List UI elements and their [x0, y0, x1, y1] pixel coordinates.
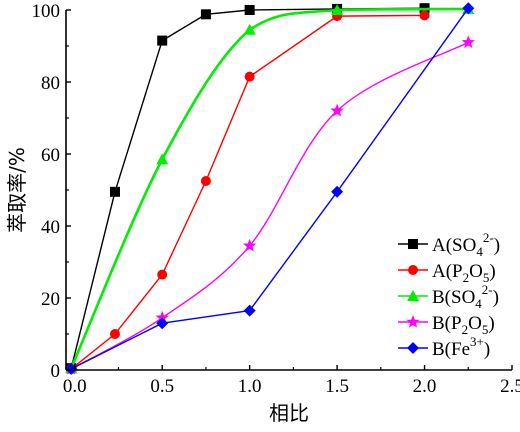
y-tick-label: 20 — [41, 289, 60, 310]
data-point — [156, 317, 169, 330]
legend-marker — [408, 265, 418, 275]
y-tick-label: 80 — [41, 73, 60, 94]
series-4 — [65, 2, 475, 375]
legend-text-main: A(SO — [432, 235, 476, 256]
legend-superscript: 2- — [483, 230, 494, 245]
legend-text-main: A(P — [432, 261, 463, 282]
series-1 — [66, 10, 430, 374]
legend-marker — [406, 315, 420, 328]
y-tick-label: 100 — [32, 1, 61, 22]
y-axis-title: 萃取率/% — [5, 147, 29, 233]
y-tick-label: 40 — [41, 217, 60, 238]
series-line — [70, 14, 425, 370]
legend: A(SO42-)A(P2O5)B(SO42-)B(P2O5)B(Fe3+) — [398, 230, 500, 360]
legend-subscript: 5 — [482, 322, 489, 337]
series-layer — [64, 2, 475, 375]
legend-text-mid: O — [468, 313, 482, 334]
legend-entry: B(SO42-) — [398, 282, 499, 311]
legend-text-main: B(Fe — [432, 339, 470, 360]
data-point — [461, 35, 475, 49]
data-point — [109, 329, 120, 339]
legend-label: B(Fe3+) — [432, 334, 490, 360]
series-line — [70, 41, 469, 370]
legend-entry: A(P2O5) — [398, 261, 496, 285]
legend-text-tail: ) — [484, 339, 490, 360]
legend-entry: A(SO42-) — [398, 230, 500, 259]
legend-marker — [407, 342, 419, 354]
x-tick-label: 2.5 — [500, 376, 520, 397]
legend-label: A(SO42-) — [432, 230, 500, 259]
legend-text-mid: O — [469, 261, 483, 282]
data-point — [157, 35, 168, 46]
data-point — [462, 2, 475, 15]
legend-superscript: 3+ — [470, 334, 484, 349]
legend-marker — [407, 290, 419, 301]
data-point — [331, 185, 344, 198]
data-point — [242, 238, 257, 252]
legend-superscript: 2- — [482, 282, 493, 297]
x-tick-label: 0.5 — [150, 376, 174, 397]
data-point — [331, 4, 344, 15]
series-0 — [66, 3, 430, 374]
legend-marker — [408, 239, 418, 249]
data-point — [244, 5, 255, 15]
data-point — [244, 71, 255, 82]
data-point — [200, 176, 211, 186]
legend-subscript: 5 — [483, 270, 490, 285]
x-tick-label: 1.0 — [238, 376, 262, 397]
legend-label: B(SO42-) — [432, 282, 499, 311]
legend-label: B(P2O5) — [432, 313, 495, 337]
x-tick-label: 2.0 — [413, 376, 437, 397]
data-point — [157, 269, 168, 280]
legend-text-tail: ) — [493, 287, 499, 308]
legend-label: A(P2O5) — [432, 261, 496, 285]
legend-text-tail: ) — [494, 235, 500, 256]
y-tick-label: 60 — [41, 145, 60, 166]
data-point — [330, 103, 344, 117]
legend-entry: B(Fe3+) — [398, 334, 490, 360]
x-tick-label: 1.5 — [325, 376, 349, 397]
legend-entry: B(P2O5) — [398, 313, 495, 337]
data-point — [156, 153, 169, 165]
legend-subscript: 2 — [463, 270, 470, 285]
legend-text-tail: ) — [488, 313, 494, 334]
data-point — [419, 10, 430, 21]
data-point — [155, 310, 169, 324]
data-point — [243, 304, 256, 317]
ticks: 0.0 0.5 1.0 1.5 2.0 2.5 0 20 40 60 80 100 — [32, 1, 520, 397]
x-axis-title: 相比 — [269, 401, 309, 425]
legend-text-main: B(SO — [432, 287, 475, 308]
legend-subscript: 4 — [475, 296, 482, 311]
y-tick-label: 0 — [51, 361, 61, 382]
legend-text-main: B(P — [432, 313, 462, 334]
x-tick-label: 0.0 — [63, 376, 87, 397]
legend-subscript: 4 — [476, 244, 483, 259]
data-point — [109, 186, 120, 197]
legend-subscript: 2 — [462, 322, 469, 337]
data-point — [243, 23, 256, 35]
data-point — [200, 9, 211, 20]
legend-text-tail: ) — [489, 261, 495, 282]
series-line — [70, 7, 469, 369]
